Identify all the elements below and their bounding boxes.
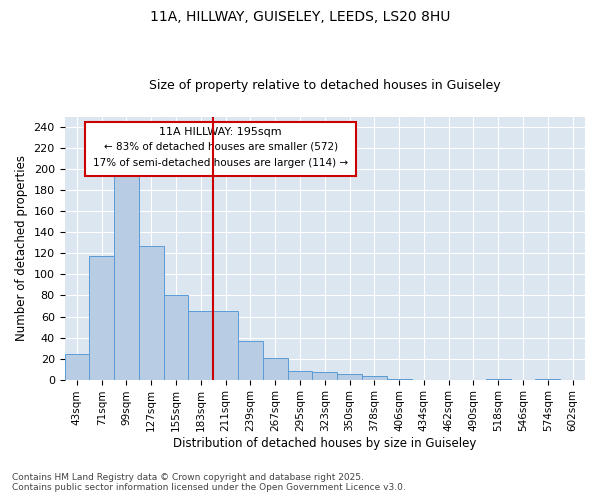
Bar (139, 246, 164, 380)
Text: 11A HILLWAY: 195sqm: 11A HILLWAY: 195sqm (160, 128, 282, 138)
Bar (287, 371, 313, 380)
Y-axis label: Number of detached properties: Number of detached properties (15, 155, 28, 341)
Bar (238, 340, 263, 380)
Title: Size of property relative to detached houses in Guiseley: Size of property relative to detached ho… (149, 79, 500, 92)
Bar (188, 312, 213, 380)
X-axis label: Distribution of detached houses by size in Guiseley: Distribution of detached houses by size … (173, 437, 476, 450)
Bar (65, 354, 89, 380)
Bar (164, 296, 188, 380)
Bar (362, 376, 387, 380)
Text: ← 83% of detached houses are smaller (572): ← 83% of detached houses are smaller (57… (104, 142, 338, 152)
Bar (486, 378, 511, 380)
Text: Contains HM Land Registry data © Crown copyright and database right 2025.: Contains HM Land Registry data © Crown c… (12, 474, 364, 482)
Text: 11A, HILLWAY, GUISELEY, LEEDS, LS20 8HU: 11A, HILLWAY, GUISELEY, LEEDS, LS20 8HU (150, 10, 450, 24)
Text: 17% of semi-detached houses are larger (114) →: 17% of semi-detached houses are larger (… (93, 158, 348, 168)
Bar (89, 256, 114, 380)
Text: Contains public sector information licensed under the Open Government Licence v3: Contains public sector information licen… (12, 484, 406, 492)
Bar (263, 358, 287, 380)
Bar (313, 372, 337, 380)
Bar (387, 378, 412, 380)
Bar (114, 170, 139, 380)
Bar (535, 378, 560, 380)
Bar (337, 374, 362, 380)
Bar (213, 312, 238, 380)
FancyBboxPatch shape (85, 122, 356, 176)
